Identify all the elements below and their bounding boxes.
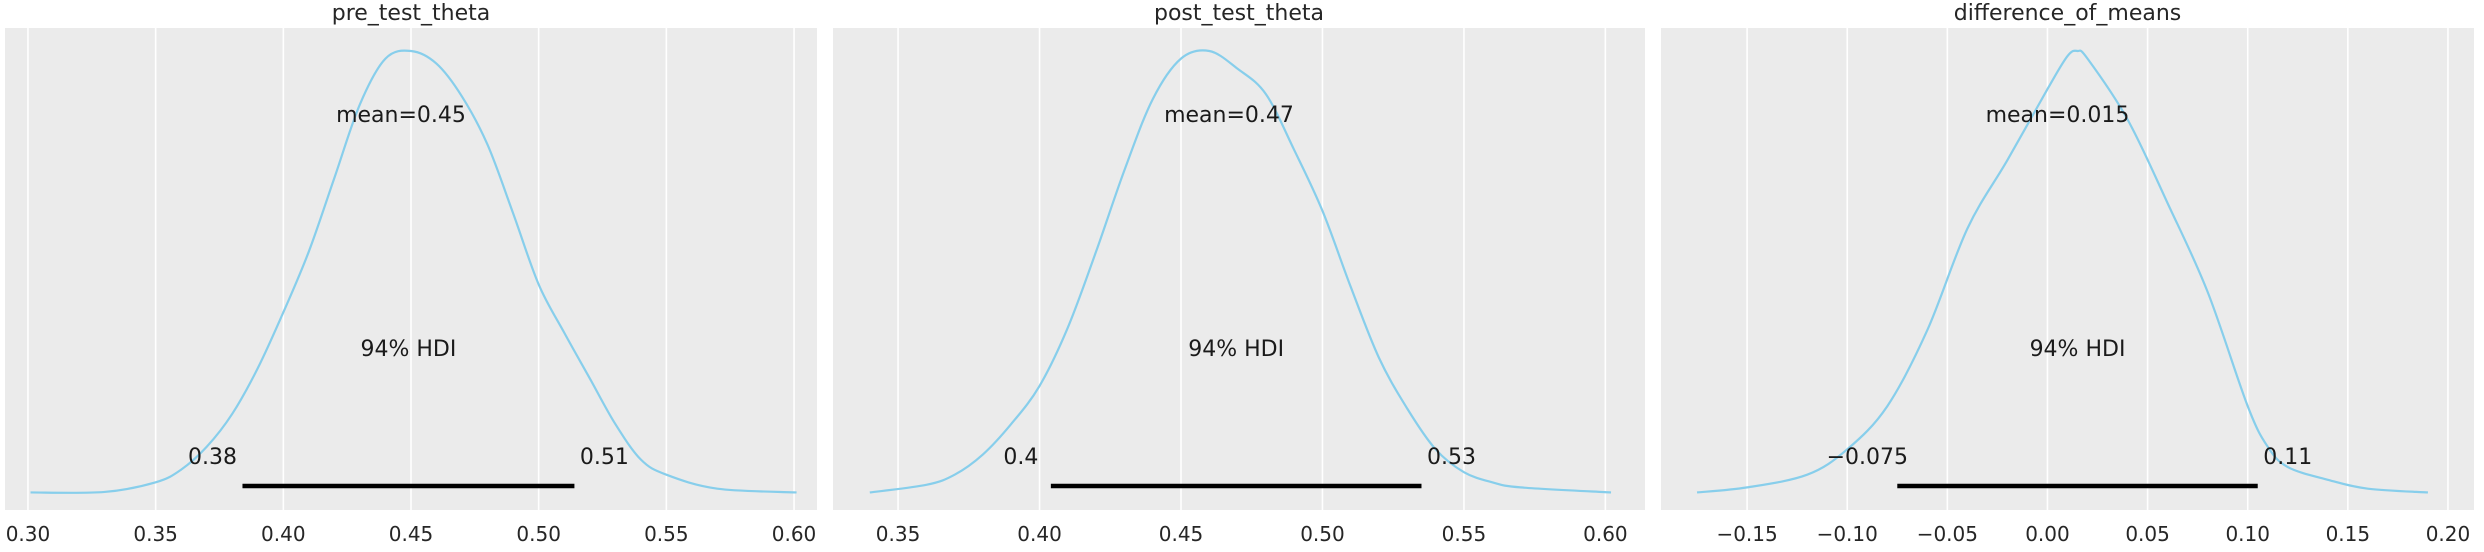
x-tick-label: 0.35 <box>133 522 178 546</box>
x-tick-label: 0.15 <box>2326 522 2371 546</box>
x-tick-label: 0.50 <box>1300 522 1345 546</box>
density-line <box>1696 49 2429 494</box>
density-line <box>30 49 797 494</box>
x-tick-label: 0.60 <box>772 522 817 546</box>
x-tick-label: 0.45 <box>389 522 434 546</box>
hdi-low-label: −0.075 <box>1827 445 1908 470</box>
x-tick-label: 0.60 <box>1583 522 1628 546</box>
hdi-high-label: 0.53 <box>1427 445 1476 470</box>
x-tick-label: 0.30 <box>6 522 51 546</box>
x-tick-label: 0.20 <box>2426 522 2471 546</box>
panel-3: mean=0.015 94% HDI −0.075 0.11 difference_of… <box>1661 1 2474 546</box>
panel-title: post_test_theta <box>1154 1 1324 26</box>
hdi-high-label: 0.51 <box>580 445 629 470</box>
panel-title: difference_of_means <box>1954 1 2182 26</box>
hdi-label: 94% HDI <box>361 337 457 362</box>
panel-title: pre_test_theta <box>332 1 491 26</box>
x-tick-label: −0.05 <box>1917 522 1978 546</box>
hdi-label: 94% HDI <box>2030 337 2126 362</box>
hdi-low-label: 0.38 <box>188 445 237 470</box>
x-tick-label: 0.35 <box>876 522 921 546</box>
x-tick-label: 0.55 <box>1442 522 1487 546</box>
x-tick-label: 0.45 <box>1159 522 1204 546</box>
mean-label: mean=0.015 <box>1986 103 2130 128</box>
plot-background <box>1661 28 2474 510</box>
hdi-label: 94% HDI <box>1188 337 1284 362</box>
hdi-high-label: 0.11 <box>2263 445 2312 470</box>
x-tick-label: 0.05 <box>2125 522 2170 546</box>
x-tick-label: 0.55 <box>644 522 689 546</box>
mean-label: mean=0.45 <box>336 103 466 128</box>
x-tick-label: 0.50 <box>516 522 561 546</box>
mean-label: mean=0.47 <box>1164 103 1294 128</box>
x-tick-label: −0.15 <box>1716 522 1777 546</box>
hdi-low-label: 0.4 <box>1003 445 1038 470</box>
x-tick-label: 0.10 <box>2225 522 2270 546</box>
panel-1: mean=0.45 94% HDI 0.38 0.51 pre_test_theta 0.… <box>5 1 817 546</box>
density-line <box>869 49 1612 494</box>
panel-2: mean=0.47 94% HDI 0.4 0.53 post_test_theta 0.… <box>833 1 1645 546</box>
x-tick-label: −0.10 <box>1817 522 1878 546</box>
x-tick-label: 0.40 <box>261 522 306 546</box>
plot-background <box>833 28 1645 510</box>
x-tick-label: 0.40 <box>1017 522 1062 546</box>
x-tick-label: 0.00 <box>2025 522 2070 546</box>
